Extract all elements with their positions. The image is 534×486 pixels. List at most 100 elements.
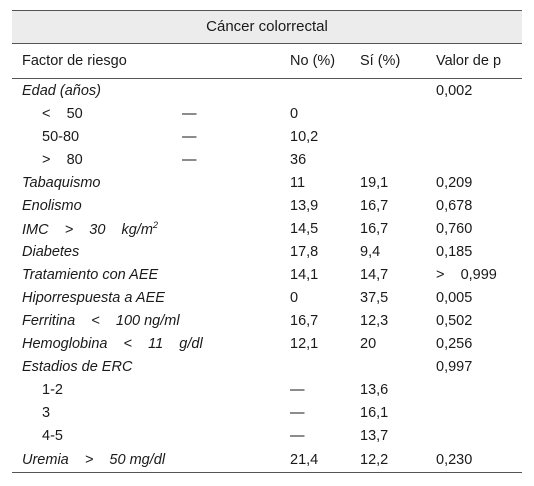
cell-p-value: 0,678 bbox=[436, 197, 473, 214]
cell-p-value bbox=[436, 424, 522, 447]
cell-no bbox=[290, 79, 360, 103]
cell-p-value: > 0,999 bbox=[436, 266, 497, 283]
cell-si: 13,7 bbox=[360, 427, 389, 444]
cell-no: — bbox=[290, 404, 305, 421]
factor-label: Estadios de ERC bbox=[22, 358, 133, 375]
cell-no: 17,8 bbox=[290, 243, 319, 260]
risk-factor-table-container: Cáncer colorrectal Factor de riesgo No (… bbox=[12, 10, 522, 473]
cell-no: 14,5 bbox=[290, 220, 319, 237]
cell-si: 16,7 bbox=[360, 220, 389, 237]
table-row: Uremia > 50 mg/dl 21,4 12,2 0,230 bbox=[12, 447, 522, 473]
cell-factor: 1-2 bbox=[12, 378, 290, 401]
cell-no: 36 bbox=[290, 151, 307, 168]
table-row: 50-80 — 10,2 bbox=[12, 125, 522, 148]
cell-p-value bbox=[436, 125, 522, 148]
cell-factor: Uremia > 50 mg/dl bbox=[12, 447, 290, 473]
cell-factor: Tabaquismo bbox=[12, 171, 290, 194]
table-row: Tratamiento con AEE 14,1 14,7 > 0,999 bbox=[12, 263, 522, 286]
cell-p-value: 0,760 bbox=[436, 220, 473, 237]
cell-si: 12,2 bbox=[360, 447, 436, 473]
table-row: IMC > 30 kg/m2 14,5 16,7 0,760 bbox=[12, 217, 522, 240]
cell-no: — bbox=[290, 427, 305, 444]
factor-label: Edad (años) bbox=[22, 82, 101, 99]
table-row: Edad (años) 0,002 bbox=[12, 79, 522, 103]
cell-factor: Estadios de ERC bbox=[12, 355, 290, 378]
table-row: Hiporrespuesta a AEE 0 37,5 0,005 bbox=[12, 286, 522, 309]
factor-label: 3 bbox=[42, 404, 51, 421]
factor-dash: — bbox=[182, 105, 197, 122]
table-caption: Cáncer colorrectal bbox=[12, 10, 522, 44]
factor-label: Diabetes bbox=[22, 243, 80, 260]
table-header-row: Factor de riesgo No (%) Sí (%) Valor de … bbox=[12, 44, 522, 79]
table-row: Diabetes 17,8 9,4 0,185 bbox=[12, 240, 522, 263]
factor-label: Hemoglobina < 11 g/dl bbox=[22, 335, 203, 352]
factor-label: < 50 bbox=[42, 105, 83, 122]
cell-p-value: 0,230 bbox=[436, 447, 522, 473]
header-factor: Factor de riesgo bbox=[12, 44, 290, 79]
table-row: Enolismo 13,9 16,7 0,678 bbox=[12, 194, 522, 217]
cell-no: 16,7 bbox=[290, 312, 319, 329]
cell-factor: < 50 — bbox=[12, 102, 290, 125]
cell-si bbox=[360, 148, 436, 171]
cell-factor: Edad (años) bbox=[12, 79, 290, 103]
cell-no: 14,1 bbox=[290, 266, 319, 283]
cell-no: 11 bbox=[290, 174, 306, 191]
table-body: Edad (años) 0,002 < 50 — 0 50-80 — 10,2 > 80 — 36 T… bbox=[12, 79, 522, 473]
cell-si: 20 bbox=[360, 335, 377, 352]
cell-p-value bbox=[436, 148, 522, 171]
cell-no: — bbox=[290, 381, 305, 398]
cell-si: 14,7 bbox=[360, 266, 389, 283]
cell-p-value bbox=[436, 378, 522, 401]
cell-p-value: 0,502 bbox=[436, 312, 473, 329]
cell-si bbox=[360, 125, 436, 148]
cell-factor: Hiporrespuesta a AEE bbox=[12, 286, 290, 309]
header-si: Sí (%) bbox=[360, 44, 436, 79]
cell-no: 10,2 bbox=[290, 128, 319, 145]
factor-label: Ferritina < 100 ng/ml bbox=[22, 312, 180, 329]
cell-no: 13,9 bbox=[290, 197, 319, 214]
table-row: < 50 — 0 bbox=[12, 102, 522, 125]
cell-si: 16,7 bbox=[360, 197, 389, 214]
cell-no: 12,1 bbox=[290, 335, 319, 352]
factor-label: > 80 bbox=[42, 151, 83, 168]
table-row: > 80 — 36 bbox=[12, 148, 522, 171]
cell-si: 16,1 bbox=[360, 404, 389, 421]
factor-label: Uremia > 50 mg/dl bbox=[22, 451, 166, 468]
cell-factor: 50-80 — bbox=[12, 125, 290, 148]
table-row: 3 — 16,1 bbox=[12, 401, 522, 424]
factor-label: 4-5 bbox=[42, 427, 63, 444]
cell-factor: Enolismo bbox=[12, 194, 290, 217]
table-row: Estadios de ERC 0,997 bbox=[12, 355, 522, 378]
factor-label: Tratamiento con AEE bbox=[22, 266, 159, 283]
cell-si: 9,4 bbox=[360, 243, 381, 260]
table-row: Ferritina < 100 ng/ml 16,7 12,3 0,502 bbox=[12, 309, 522, 332]
header-p-value: Valor de p bbox=[436, 44, 522, 79]
factor-superscript: 2 bbox=[152, 219, 158, 230]
cell-p-value bbox=[436, 102, 522, 125]
table-row: Tabaquismo 11 19,1 0,209 bbox=[12, 171, 522, 194]
cell-p-value: 0,185 bbox=[436, 243, 473, 260]
factor-label: Hiporrespuesta a AEE bbox=[22, 289, 165, 306]
cell-no: 0 bbox=[290, 289, 299, 306]
cell-p-value bbox=[436, 401, 522, 424]
cell-no bbox=[290, 355, 360, 378]
cell-factor: 3 bbox=[12, 401, 290, 424]
cell-si: 13,6 bbox=[360, 381, 389, 398]
cell-p-value: 0,002 bbox=[436, 82, 473, 99]
cell-si: 19,1 bbox=[360, 174, 389, 191]
header-no: No (%) bbox=[290, 44, 360, 79]
cell-p-value: 0,005 bbox=[436, 289, 473, 306]
table-row: Hemoglobina < 11 g/dl 12,1 20 0,256 bbox=[12, 332, 522, 355]
cell-factor: Hemoglobina < 11 g/dl bbox=[12, 332, 290, 355]
cell-no: 21,4 bbox=[290, 447, 360, 473]
cell-p-value: 0,997 bbox=[436, 358, 473, 375]
table-row: 1-2 — 13,6 bbox=[12, 378, 522, 401]
factor-label: 1-2 bbox=[42, 381, 63, 398]
table-row: 4-5 — 13,7 bbox=[12, 424, 522, 447]
cell-factor: > 80 — bbox=[12, 148, 290, 171]
risk-factor-table: Factor de riesgo No (%) Sí (%) Valor de … bbox=[12, 44, 522, 473]
cell-si bbox=[360, 102, 436, 125]
cell-si bbox=[360, 79, 436, 103]
factor-label: Enolismo bbox=[22, 197, 82, 214]
cell-factor: 4-5 bbox=[12, 424, 290, 447]
